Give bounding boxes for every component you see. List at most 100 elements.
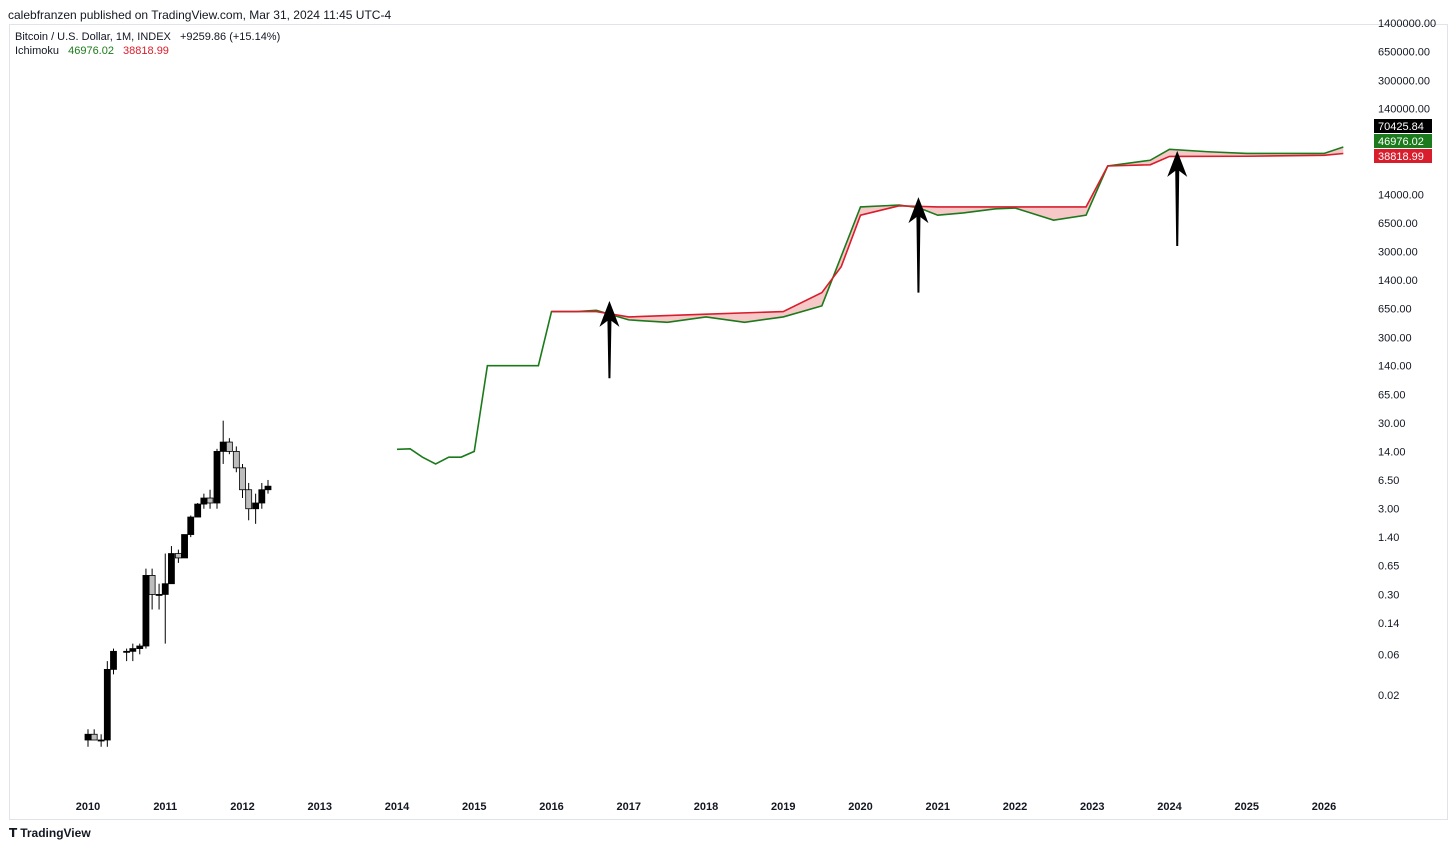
- brand-name: TradingView: [20, 826, 91, 840]
- candle-body: [148, 575, 156, 595]
- candle: [258, 482, 266, 509]
- x-tick-label: 2014: [385, 801, 410, 813]
- candle-body: [90, 733, 98, 741]
- ichimoku-cloud: [396, 146, 1344, 465]
- indicator-legend: Ichimoku 46976.02 38818.99: [15, 45, 175, 57]
- x-axis: 2010 2011 2012 2013 2014 2015 2016 2017 2018 2019…: [76, 801, 1336, 813]
- candle: [187, 515, 195, 538]
- price-label-text: 38818.99: [1378, 151, 1424, 163]
- y-tick-label: 0.65: [1378, 561, 1399, 573]
- annotations: [599, 150, 1188, 379]
- candle: [103, 661, 111, 747]
- y-tick-label: 650.00: [1378, 304, 1412, 316]
- price-label-box: [1374, 119, 1432, 133]
- candle-body: [84, 733, 92, 741]
- candle-body: [252, 502, 260, 510]
- x-tick-label: 2016: [539, 801, 563, 813]
- candle-body: [155, 594, 163, 596]
- x-tick-label: 2017: [617, 801, 641, 813]
- price-label-text: 70425.84: [1378, 121, 1424, 133]
- y-tick-label: 140.00: [1378, 361, 1412, 373]
- cloud-fill: [551, 146, 1344, 323]
- candle: [129, 643, 137, 662]
- candle-body: [136, 645, 144, 649]
- candle: [90, 729, 98, 741]
- price-labels: 70425.84 46976.02 38818.99: [1374, 119, 1432, 163]
- x-tick-label: 2026: [1312, 801, 1336, 813]
- y-tick-label: 0.30: [1378, 589, 1399, 601]
- candle: [84, 729, 92, 747]
- candle-body: [110, 650, 117, 670]
- candle: [123, 648, 131, 662]
- symbol-legend: Bitcoin / U.S. Dollar, 1M, INDEX +9259.8…: [15, 31, 286, 43]
- candle: [206, 489, 214, 509]
- candle-body: [168, 553, 175, 585]
- arrow-up-annotation: [908, 197, 929, 293]
- chart-frame: [9, 24, 1448, 820]
- publisher-line: calebfranzen published on TradingView.co…: [8, 8, 392, 22]
- y-tick-label: 14.00: [1378, 446, 1406, 458]
- candle: [148, 568, 156, 610]
- x-tick-label: 2015: [462, 801, 486, 813]
- x-tick-label: 2023: [1080, 801, 1104, 813]
- x-tick-label: 2011: [153, 801, 177, 813]
- candle: [142, 568, 150, 649]
- y-tick-label: 650000.00: [1378, 47, 1430, 59]
- candle: [110, 648, 117, 675]
- y-tick-label: 6.50: [1378, 475, 1399, 487]
- y-tick-label: 140000.00: [1378, 104, 1430, 116]
- y-tick-label: 3000.00: [1378, 247, 1418, 259]
- candle-body: [258, 489, 266, 504]
- price-label-box: [1374, 149, 1432, 163]
- symbol-change: +9259.86 (+15.14%): [179, 31, 281, 43]
- indicator-value-red: 38818.99: [123, 45, 169, 57]
- x-tick-label: 2025: [1235, 801, 1259, 813]
- candle: [232, 446, 240, 473]
- candle-body: [213, 451, 221, 504]
- candle: [219, 420, 227, 464]
- candle-body: [194, 503, 202, 518]
- y-tick-label: 300000.00: [1378, 75, 1430, 87]
- candle: [181, 534, 188, 559]
- y-tick-label: 0.06: [1378, 649, 1399, 661]
- candle-body: [97, 739, 105, 742]
- candle-body: [181, 534, 188, 559]
- x-tick-label: 2013: [308, 801, 332, 813]
- candle: [97, 734, 105, 747]
- candle-body: [239, 467, 246, 491]
- candle-body: [129, 648, 137, 652]
- x-tick-label: 2018: [694, 801, 718, 813]
- candle: [225, 438, 233, 455]
- y-tick-label: 1400.00: [1378, 275, 1418, 287]
- y-tick-label: 0.02: [1378, 690, 1399, 702]
- candle-body: [187, 516, 195, 535]
- x-tick-label: 2024: [1157, 801, 1182, 813]
- candle-body: [232, 451, 240, 469]
- candle-body: [103, 669, 111, 741]
- leading-span-a-line: [396, 146, 1344, 465]
- candle: [245, 482, 253, 521]
- price-label-text: 46976.02: [1378, 136, 1424, 148]
- symbol-title: Bitcoin / U.S. Dollar, 1M, INDEX: [15, 31, 171, 43]
- x-tick-label: 2019: [771, 801, 795, 813]
- candle-body: [174, 553, 182, 559]
- candle-body: [206, 497, 214, 504]
- price-label-box: [1374, 134, 1432, 148]
- candle: [200, 493, 208, 509]
- x-tick-label: 2012: [230, 801, 254, 813]
- candle-body: [225, 441, 233, 452]
- candle-body: [264, 485, 272, 491]
- candle: [213, 448, 221, 509]
- indicator-name: Ichimoku: [15, 45, 60, 57]
- y-tick-label: 3.00: [1378, 504, 1399, 516]
- candle: [168, 546, 175, 585]
- candle-body: [123, 650, 131, 653]
- y-tick-label: 1400000.00: [1378, 18, 1436, 30]
- candle: [155, 583, 163, 610]
- x-tick-label: 2021: [926, 801, 950, 813]
- x-tick-label: 2010: [76, 801, 100, 813]
- y-tick-label: 30.00: [1378, 418, 1406, 430]
- indicator-value-green: 46976.02: [68, 45, 114, 57]
- y-tick-label: 300.00: [1378, 332, 1412, 344]
